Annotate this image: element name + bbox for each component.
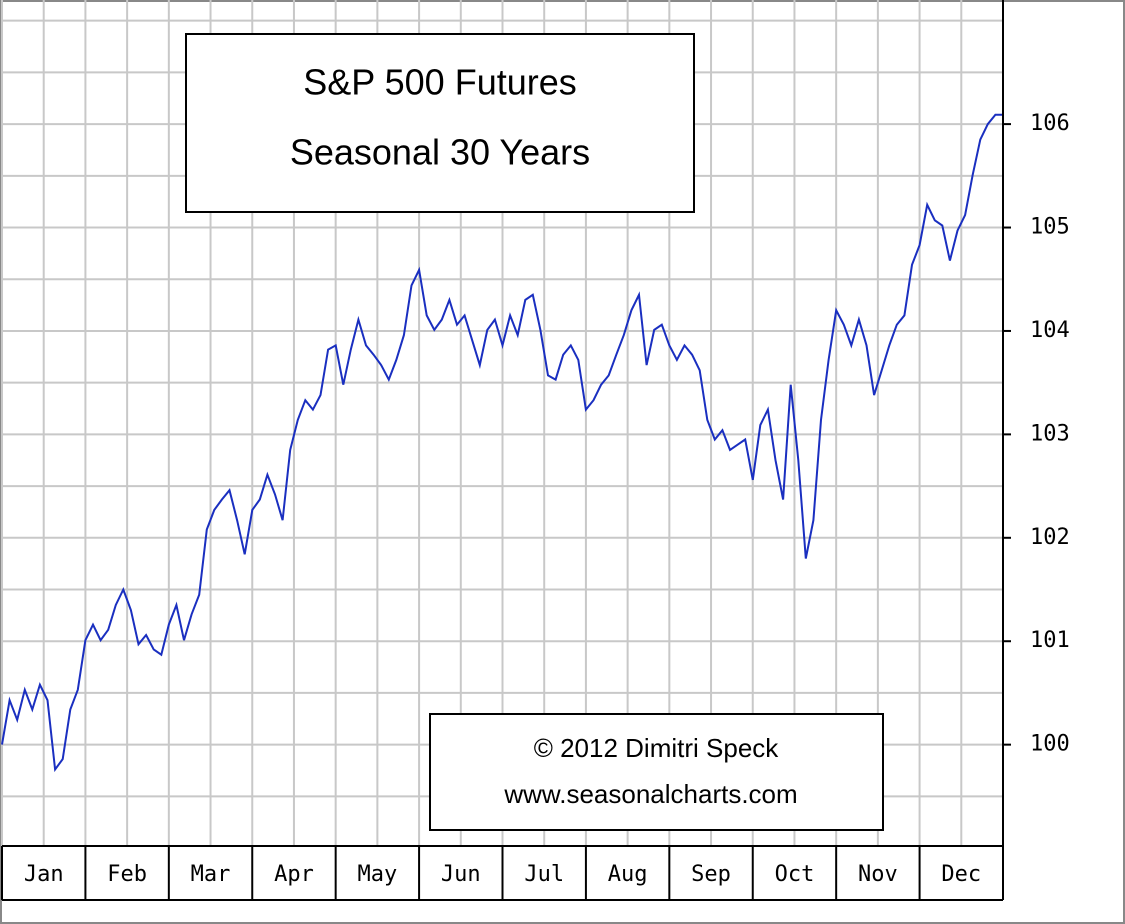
x-tick-label: Jul [524,862,564,887]
x-tick-label: Jan [24,862,64,887]
y-tick-label: 100 [1030,732,1070,757]
chart-title: S&P 500 Futures [303,62,577,103]
copyright-frame [429,713,884,831]
x-tick-label: Sep [691,862,731,887]
copyright-box: © 2012 Dimitri Speck www.seasonalcharts.… [429,713,884,831]
title-box: S&P 500 Futures Seasonal 30 Years [185,33,695,213]
x-tick-label: Aug [608,862,648,887]
x-tick-label: Feb [107,862,147,887]
title-frame [185,33,695,213]
y-tick-label: 105 [1030,215,1070,240]
y-tick-label: 101 [1030,628,1070,653]
annotation: © 2012 Dimitri Speck [534,733,780,763]
plot [1,113,1003,773]
x-tick-label: May [358,862,398,887]
x-tick-label: Nov [858,862,898,887]
y-tick-label: 106 [1030,111,1070,136]
y-tick-label: 104 [1030,318,1070,343]
data-line [1,113,1003,773]
annotation: www.seasonalcharts.com [503,779,797,809]
y-tick-label: 103 [1030,421,1070,446]
x-tick-label: Apr [274,862,314,887]
chart-subtitle: Seasonal 30 Years [290,132,590,173]
axes: 100 101 102 103 104 105 106 Jan Feb Mar Apr May Jun J… [1,0,1070,901]
x-tick-label: Mar [191,862,231,887]
x-tick-label: Dec [941,862,981,887]
x-tick-label: Jun [441,862,481,887]
x-tick-label: Oct [775,862,815,887]
y-tick-label: 102 [1030,525,1070,550]
